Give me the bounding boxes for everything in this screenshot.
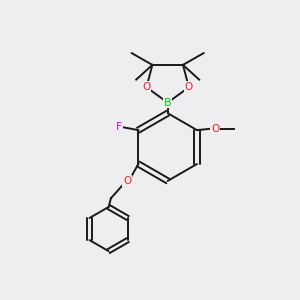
Text: O: O xyxy=(211,124,219,134)
Text: O: O xyxy=(142,82,151,92)
Text: O: O xyxy=(185,82,193,92)
Text: B: B xyxy=(164,98,172,108)
Text: F: F xyxy=(116,122,122,132)
Text: O: O xyxy=(123,176,131,186)
